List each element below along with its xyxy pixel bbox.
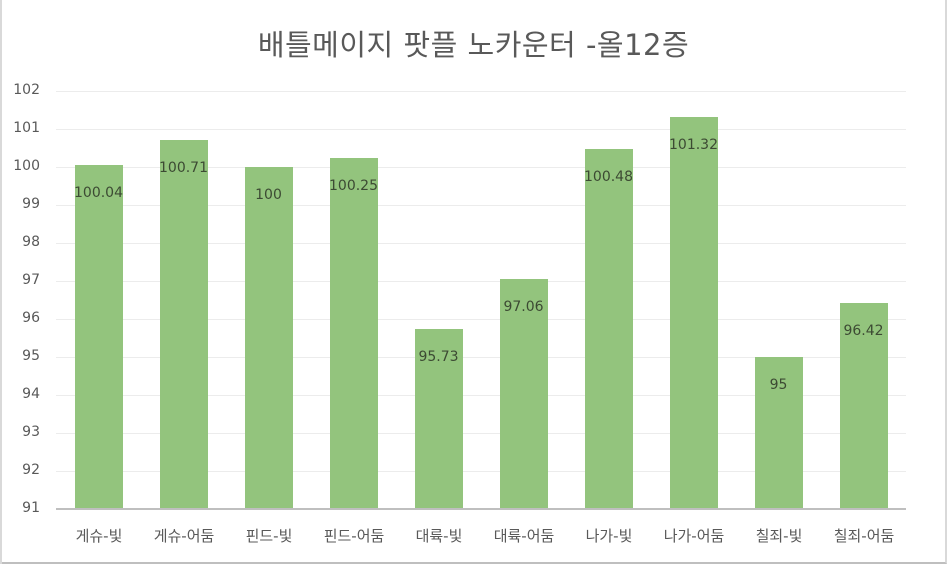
bar[interactable] [244,167,293,508]
x-tick-label: 핀드-어둠 [323,527,385,545]
y-tick-label: 100 [13,158,40,174]
y-tick-label: 99 [22,196,40,212]
gridline [56,395,906,396]
gridline [56,433,906,434]
data-label: 97.06 [503,298,544,315]
y-tick-label: 98 [22,234,40,250]
data-label: 100.48 [584,168,633,185]
frame-edge [0,0,2,564]
bar[interactable] [329,157,378,508]
y-tick-label: 92 [22,462,40,478]
y-tick-label: 91 [22,500,40,516]
bar[interactable] [499,278,548,508]
y-tick-label: 93 [22,424,40,440]
bar[interactable] [669,116,718,508]
bar[interactable] [839,303,888,508]
y-tick-label: 101 [13,120,40,136]
bar[interactable] [159,140,208,508]
x-tick-label: 대륙-빛 [415,527,463,545]
gridline [56,91,906,92]
chart-title: 배틀메이지 팟플 노카운터 -올12증 [257,28,690,62]
gridline [56,357,906,358]
gridline [56,129,906,130]
gridline [56,471,906,472]
bar[interactable] [754,357,803,508]
bar[interactable] [584,148,633,508]
y-tick-label: 97 [22,272,40,288]
gridline [56,205,906,206]
y-tick-label: 102 [13,82,40,98]
data-label: 96.42 [843,323,884,340]
y-tick-label: 96 [22,310,40,326]
y-tick-label: 94 [22,386,40,402]
x-axis-line [56,508,906,510]
x-tick-label: 게슈-빛 [75,527,123,545]
bar[interactable] [414,329,463,508]
data-label: 101.32 [669,136,718,153]
x-tick-label: 나가-어둠 [663,527,725,545]
data-label: 100 [255,187,282,203]
gridline [56,167,906,168]
bar[interactable] [74,165,123,508]
x-tick-label: 칠죄-빛 [755,527,803,545]
gridline [56,243,906,244]
x-tick-label: 대륙-어둠 [493,527,555,545]
data-label: 100.71 [159,160,208,177]
data-label: 95.73 [418,349,459,366]
data-label: 95 [769,377,788,393]
data-label: 100.25 [329,177,378,194]
data-label: 100.04 [74,185,123,202]
x-tick-label: 칠죄-어둠 [833,527,895,545]
x-tick-label: 게슈-어둠 [153,527,215,545]
gridline [56,281,906,282]
x-tick-label: 나가-빛 [585,527,633,545]
plot-area: 100.04 100.71 100 100.25 95.73 97.06 100.48 101… [56,91,906,510]
y-tick-label: 95 [22,348,40,364]
gridline [56,319,906,320]
x-tick-label: 핀드-빛 [245,527,293,545]
